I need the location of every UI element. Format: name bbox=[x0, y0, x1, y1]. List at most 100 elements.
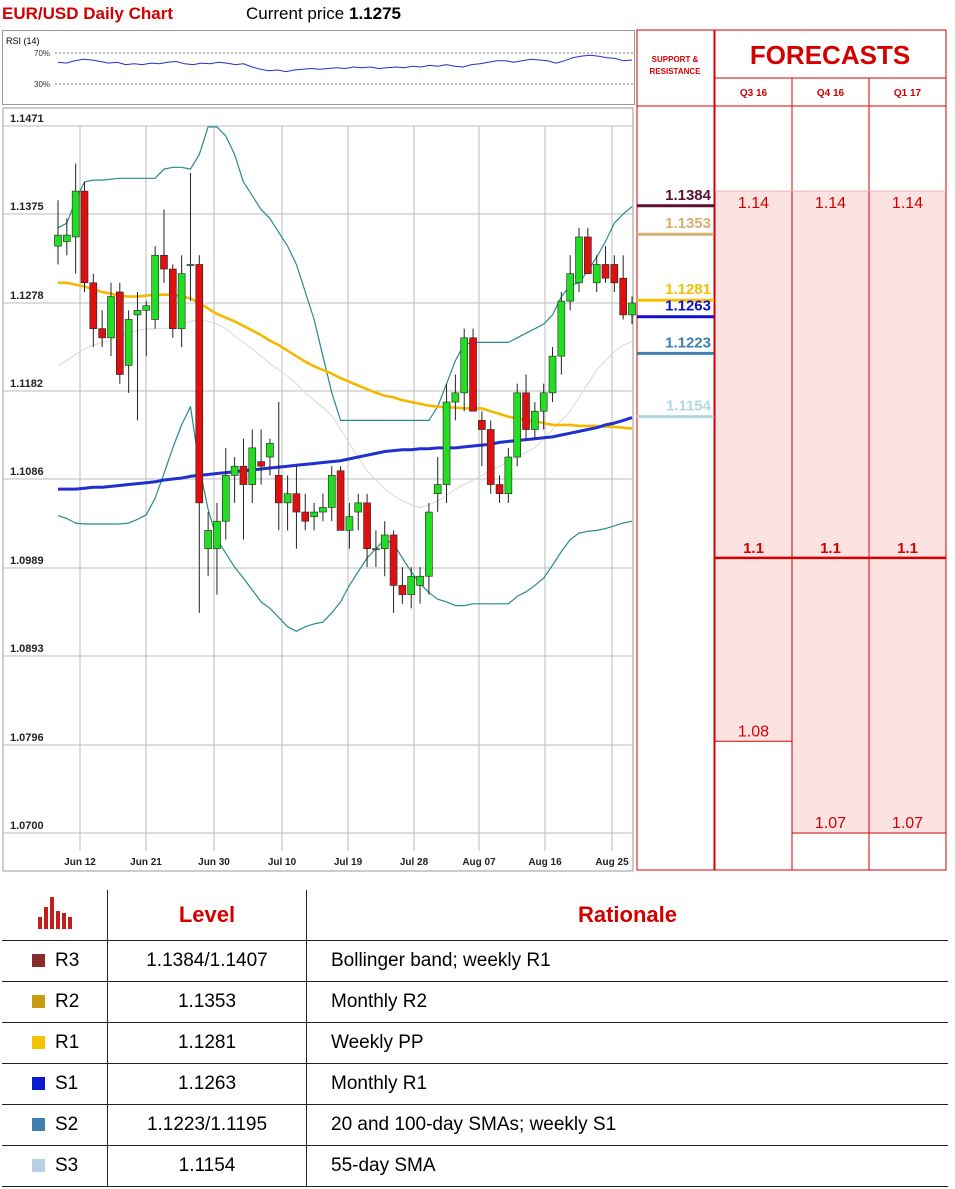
rsi-level-30: 30% bbox=[34, 80, 51, 89]
level-value: 1.1281 bbox=[107, 1022, 307, 1064]
level-color-swatch bbox=[32, 1118, 45, 1132]
candle-body-up bbox=[248, 447, 257, 485]
y-tick-label: 1.1375 bbox=[10, 201, 44, 213]
candle bbox=[584, 227, 592, 274]
levels-header-icon-cell bbox=[2, 890, 108, 941]
candles bbox=[54, 163, 636, 613]
candle-body-up bbox=[319, 507, 327, 513]
bollinger-upper-line bbox=[57, 126, 633, 421]
candle-body-up bbox=[354, 502, 363, 513]
candle bbox=[557, 291, 566, 375]
candle bbox=[63, 218, 71, 256]
sr-level-label: 1.1263 bbox=[665, 298, 711, 315]
x-tick-label: Aug 25 bbox=[595, 857, 629, 868]
forecast-top-value: 1.14 bbox=[815, 195, 846, 212]
forecast-low-value: 1.08 bbox=[738, 723, 769, 740]
x-tick-label: Jul 10 bbox=[268, 857, 297, 868]
forecast-mid-value: 1.1 bbox=[820, 540, 841, 557]
y-tick-label: 1.1471 bbox=[10, 113, 44, 125]
candle-body-up bbox=[54, 234, 62, 247]
candle bbox=[398, 567, 407, 604]
forecast-column-header: Q4 16 bbox=[817, 88, 845, 99]
candle-body-up bbox=[504, 456, 513, 495]
x-tick-label: Jun 12 bbox=[64, 857, 96, 868]
candle-body-up bbox=[266, 442, 274, 458]
candle bbox=[71, 163, 80, 274]
levels-header-row: Level Rationale bbox=[2, 890, 948, 941]
candle bbox=[292, 466, 301, 549]
candle-body-down bbox=[495, 484, 504, 495]
rsi-line bbox=[57, 54, 633, 73]
candle-body-up bbox=[71, 190, 80, 238]
candle bbox=[539, 383, 548, 430]
forecast-panel-frame bbox=[714, 29, 947, 871]
candle bbox=[142, 301, 151, 357]
forecasts-title: FORECASTS bbox=[750, 40, 910, 70]
candle-body-down bbox=[336, 470, 345, 531]
candle bbox=[169, 264, 177, 338]
sr-level-label: 1.1281 bbox=[665, 281, 711, 298]
candle bbox=[151, 246, 159, 329]
forecast-column-header: Q3 16 bbox=[740, 88, 768, 99]
price-grid: 1.1471 1.1375 1.1278 1.1182 1.1086 1.0989 1.08… bbox=[2, 107, 634, 872]
indicator-lines bbox=[57, 126, 633, 632]
level-color-swatch bbox=[32, 1077, 45, 1091]
rsi-plot bbox=[55, 52, 633, 85]
forecast-top-value: 1.14 bbox=[892, 195, 923, 212]
candle-body-down bbox=[98, 328, 106, 339]
candle-body-up bbox=[283, 493, 292, 504]
levels-header-rationale: Rationale bbox=[306, 890, 948, 941]
forecast-column-header: Q1 17 bbox=[894, 88, 922, 99]
chart-canvas: 1.1471 1.1375 1.1278 1.1182 1.1086 1.0989 1.08… bbox=[2, 29, 947, 872]
level-rationale: 55-day SMA bbox=[306, 1145, 948, 1187]
candle-body-up bbox=[539, 392, 548, 412]
candle bbox=[283, 475, 292, 531]
candle-body-up bbox=[133, 310, 142, 316]
candle-body-up bbox=[442, 401, 451, 485]
sr-header-line2: RESISTANCE bbox=[650, 67, 702, 76]
level-rationale: Weekly PP bbox=[306, 1022, 948, 1064]
candle-body-down bbox=[292, 493, 301, 513]
candle bbox=[204, 512, 212, 577]
candle bbox=[186, 172, 195, 302]
candle bbox=[575, 227, 583, 292]
level-color-swatch bbox=[32, 1159, 45, 1173]
candle bbox=[124, 310, 133, 393]
level-name: S2 bbox=[55, 1113, 79, 1135]
candle-body-down bbox=[522, 392, 530, 430]
candle-body-up bbox=[575, 236, 583, 284]
candle-body-down bbox=[89, 282, 98, 329]
levels-table-body: R3 1.1384/1.1407 Bollinger band; weekly R1… bbox=[2, 940, 948, 1187]
candle bbox=[478, 411, 486, 467]
candle bbox=[380, 521, 389, 577]
candle bbox=[592, 255, 601, 292]
candle-body-up bbox=[221, 475, 230, 522]
rsi-title: RSI (14) bbox=[6, 36, 40, 46]
candle-body-down bbox=[160, 254, 168, 270]
level-color-swatch bbox=[32, 995, 45, 1009]
level-color-swatch bbox=[32, 1036, 45, 1050]
candle-body-down bbox=[619, 277, 627, 316]
y-tick-label: 1.0700 bbox=[10, 820, 44, 832]
support-resistance-panel: SUPPORT &RESISTANCE1.13841.13531.12811.1… bbox=[636, 29, 715, 871]
y-tick-label: 1.0893 bbox=[10, 643, 44, 655]
candle-body-up bbox=[310, 511, 318, 517]
candle bbox=[133, 291, 142, 421]
sma-100-line bbox=[58, 416, 633, 491]
forecast-top-value: 1.14 bbox=[738, 195, 769, 212]
candle bbox=[433, 457, 442, 513]
current-price: Current price 1.1275 bbox=[246, 4, 401, 24]
candle-body-up bbox=[177, 273, 186, 329]
level-name: R2 bbox=[55, 990, 80, 1012]
candle bbox=[601, 246, 610, 283]
sma-20-line bbox=[57, 319, 633, 508]
level-value: 1.1223/1.1195 bbox=[107, 1104, 307, 1146]
candle-body-down bbox=[363, 502, 371, 550]
candle bbox=[548, 346, 557, 403]
level-value: 1.1353 bbox=[107, 981, 307, 1023]
candle bbox=[213, 502, 221, 595]
candle bbox=[257, 429, 265, 485]
bollinger-lower-line bbox=[57, 406, 633, 632]
candle bbox=[221, 447, 230, 540]
candle bbox=[310, 502, 318, 531]
